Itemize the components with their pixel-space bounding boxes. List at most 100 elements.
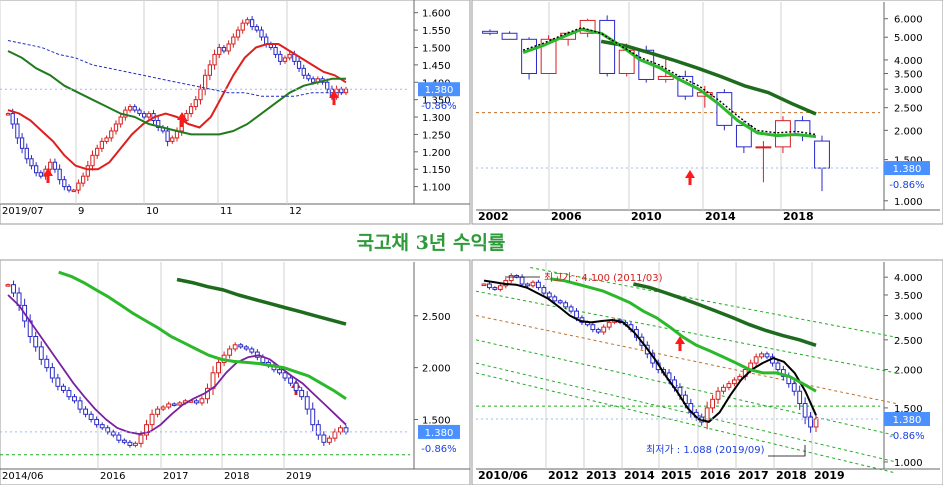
candle-body — [188, 106, 194, 115]
candle-body — [116, 434, 122, 441]
candle-body — [590, 324, 596, 331]
x-tick-label: 2014 — [705, 210, 736, 223]
last-price-box — [884, 161, 930, 176]
panel-bottom-left-frame — [0, 259, 471, 485]
candle-body — [10, 113, 15, 125]
candle-body — [165, 130, 170, 142]
candle-body — [216, 361, 221, 374]
up-arrow-stem — [688, 178, 692, 185]
x-tick-label: 2019 — [286, 471, 311, 482]
candle-body — [601, 326, 607, 333]
candle-body — [199, 398, 205, 404]
candle-body — [530, 281, 536, 287]
candle-body — [755, 146, 772, 149]
candle-body — [310, 78, 316, 83]
candle-body — [277, 369, 282, 374]
x-tick-label: 2016 — [700, 469, 731, 482]
y-tick-label: 5.000 — [894, 33, 923, 44]
panel-bottom-left: 2014/06 2016 2017 2018 2019 2.500 2.000 1.500 1.… — [0, 262, 470, 482]
candle-body — [60, 385, 66, 391]
candle-body — [156, 120, 161, 128]
y-tick-label: 1.000 — [894, 197, 923, 208]
last-price-box — [418, 82, 460, 97]
panel-bottom-right: 2010/06 2012 2013 2014 2015 2016 2017 2018 2019 4… — [475, 262, 940, 482]
y-tick-label: 1.600 — [422, 9, 451, 20]
candle-body — [5, 284, 11, 287]
candle-body — [90, 154, 95, 167]
candle-body — [710, 398, 715, 409]
candle-body — [536, 281, 541, 289]
y-tick-label: 1.000 — [894, 458, 923, 469]
candle-body — [814, 140, 830, 169]
candle-body — [193, 99, 198, 108]
candle-body — [563, 302, 569, 308]
x-tick-label: 2014/06 — [2, 471, 44, 482]
candle-body — [77, 400, 83, 410]
x-tick-label: 2019 — [814, 469, 845, 482]
min-price-annotation: 최저가 : 1.088 (2019/09) — [646, 444, 765, 456]
candle-body — [802, 403, 808, 418]
candle-body — [110, 431, 116, 436]
candle-body — [238, 344, 244, 348]
candle-body — [19, 137, 25, 149]
candle-body — [144, 424, 149, 436]
candle-body — [288, 377, 294, 384]
candle-body — [231, 36, 236, 45]
candle-body — [325, 81, 330, 90]
candle-body — [170, 137, 175, 142]
change-percent-label: -0.86% — [421, 101, 456, 112]
trend-channel-line — [475, 339, 897, 436]
candle-body — [166, 403, 172, 408]
candle-body — [731, 379, 737, 385]
candle-body — [726, 383, 732, 388]
candle-body — [44, 358, 50, 369]
candle-body — [141, 113, 147, 118]
candle-body — [11, 284, 16, 294]
max-price-annotation: 최고가 : 4.100 (2011/03) — [544, 272, 663, 284]
candle-body — [273, 46, 278, 55]
up-arrow-icon — [329, 90, 339, 98]
y-tick-label: 3.500 — [894, 69, 923, 80]
candle-body — [104, 137, 109, 142]
candle-body — [5, 113, 11, 116]
y-tick-label: 2.500 — [894, 104, 923, 115]
candle-body — [94, 418, 100, 426]
candle-body — [753, 356, 759, 364]
candle-body — [343, 427, 349, 433]
last-price-label: 1.380 — [893, 164, 922, 175]
last-price-box — [418, 424, 460, 439]
up-arrow-stem — [332, 98, 336, 105]
candle-body — [137, 109, 142, 115]
candle-body — [304, 396, 310, 410]
candle-body — [121, 439, 127, 443]
candle-body — [497, 285, 503, 290]
candle-body — [808, 416, 813, 428]
x-tick-label: 2006 — [551, 210, 582, 223]
candle-body — [338, 427, 343, 433]
candle-body — [55, 377, 61, 387]
ma-line — [550, 277, 817, 393]
up-arrow-icon — [177, 112, 187, 120]
x-tick-label: 2018 — [783, 210, 814, 223]
y-tick-label: 1.350 — [422, 96, 451, 107]
x-tick-label: 2013 — [586, 469, 617, 482]
candle-body — [80, 175, 86, 184]
y-tick-label: 1.500 — [422, 415, 451, 426]
candle-body — [259, 29, 264, 38]
candle-body — [66, 389, 72, 398]
candle-body — [249, 348, 255, 353]
x-tick-label: 2016 — [100, 471, 125, 482]
candle-body — [296, 60, 302, 69]
candle-body — [525, 283, 530, 287]
candle-body — [217, 46, 222, 55]
candle-body — [501, 32, 518, 40]
ma-line — [522, 27, 817, 139]
candle-body — [254, 26, 259, 31]
panel-top-right-frame — [471, 0, 943, 225]
candle-body — [310, 408, 316, 426]
last-price-label: 1.380 — [425, 85, 454, 96]
y-tick-label: 2.000 — [422, 364, 451, 375]
candle-body — [481, 283, 487, 287]
candle-body — [57, 168, 62, 181]
candle-body — [127, 106, 133, 111]
